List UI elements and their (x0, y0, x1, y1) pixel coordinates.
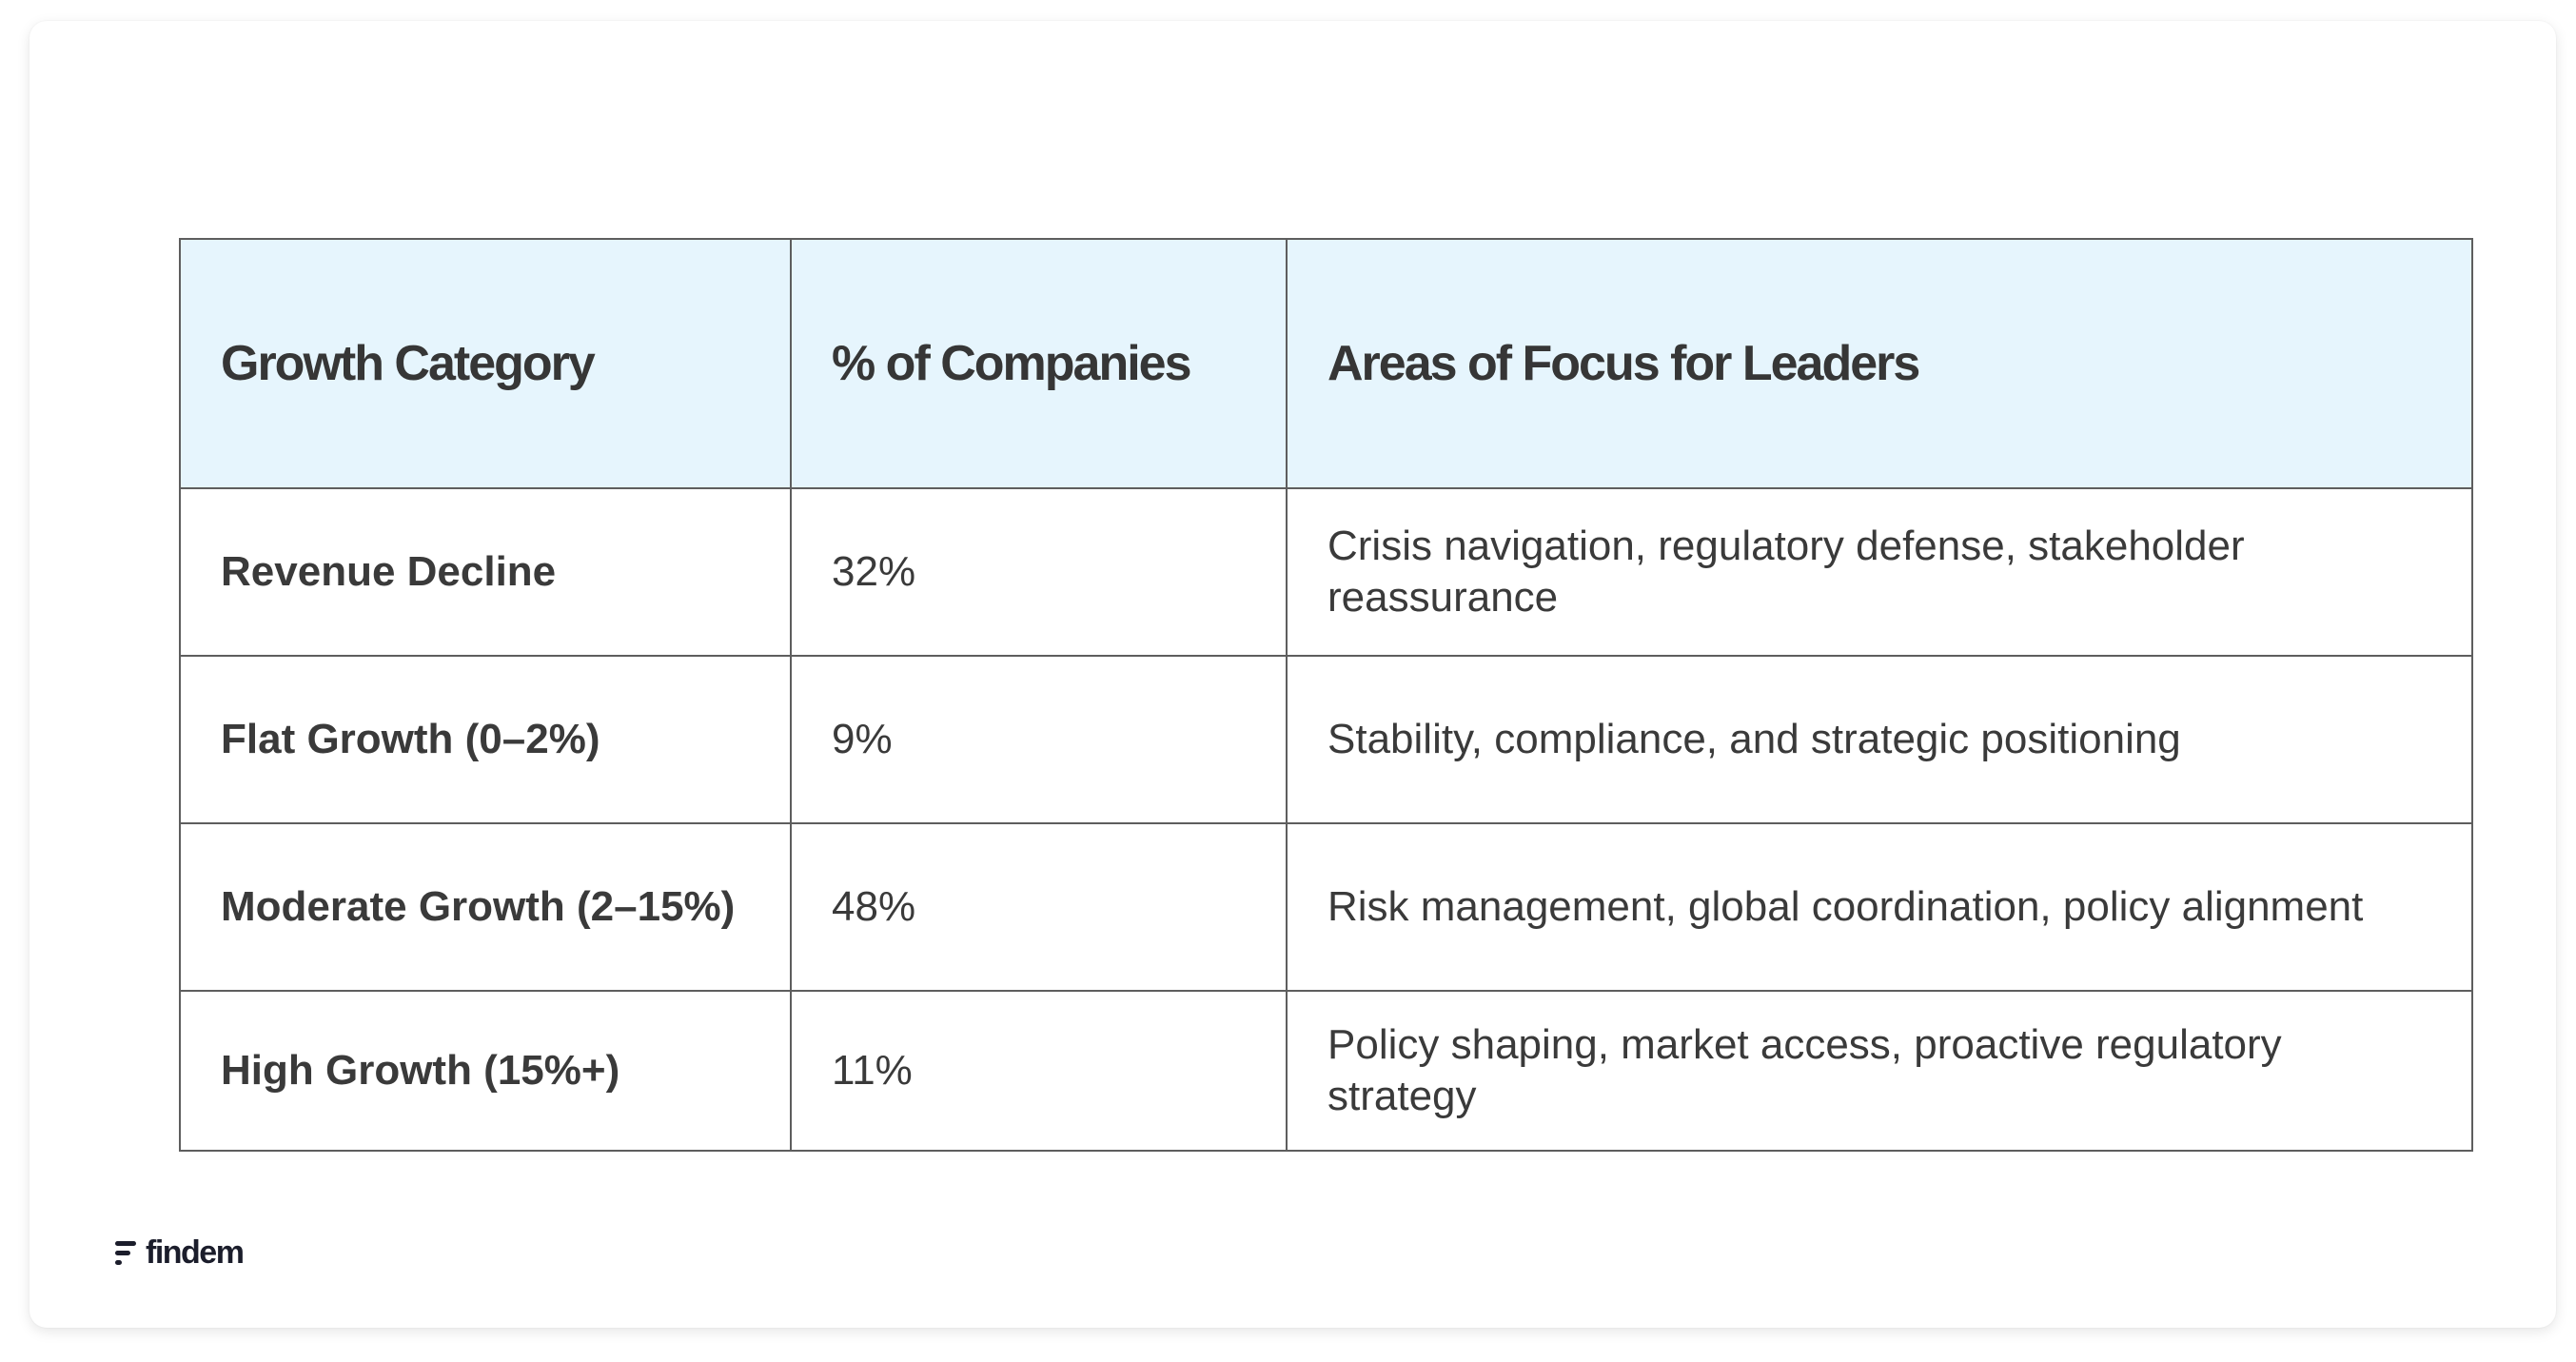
focus-cell: Policy shaping, market access, proactive… (1286, 990, 2473, 1152)
table-row: Moderate Growth (2–15%) 48% Risk managem… (179, 822, 2473, 992)
table-row: High Growth (15%+) 11% Policy shaping, m… (179, 990, 2473, 1152)
findem-logo-mark-icon (115, 1240, 136, 1265)
brand-name: findem (146, 1234, 245, 1271)
focus-cell: Risk management, global coordination, po… (1286, 822, 2473, 992)
growth-category-cell: High Growth (15%+) (179, 990, 792, 1152)
growth-category-cell: Revenue Decline (179, 487, 792, 657)
header-percent-companies: % of Companies (790, 238, 1288, 489)
focus-cell: Crisis navigation, regulatory defense, s… (1286, 487, 2473, 657)
growth-category-cell: Flat Growth (0–2%) (179, 655, 792, 824)
percent-cell: 48% (790, 822, 1288, 992)
header-growth-category: Growth Category (179, 238, 792, 489)
percent-cell: 32% (790, 487, 1288, 657)
growth-table: Growth Category % of Companies Areas of … (179, 238, 2473, 1152)
content-card: Growth Category % of Companies Areas of … (29, 21, 2556, 1328)
percent-cell: 9% (790, 655, 1288, 824)
table-header-row: Growth Category % of Companies Areas of … (179, 238, 2473, 489)
findem-logo: findem (115, 1234, 245, 1272)
percent-cell: 11% (790, 990, 1288, 1152)
header-areas-of-focus: Areas of Focus for Leaders (1286, 238, 2473, 489)
table-row: Flat Growth (0–2%) 9% Stability, complia… (179, 655, 2473, 824)
focus-cell: Stability, compliance, and strategic pos… (1286, 655, 2473, 824)
table-row: Revenue Decline 32% Crisis navigation, r… (179, 487, 2473, 657)
growth-category-cell: Moderate Growth (2–15%) (179, 822, 792, 992)
